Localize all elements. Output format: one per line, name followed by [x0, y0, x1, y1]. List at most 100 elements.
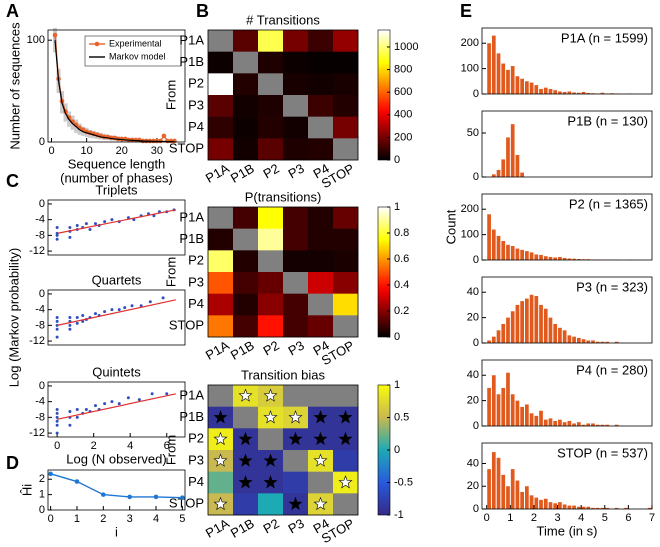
colorbar-tick-label: 0.5 [394, 411, 409, 423]
bar [515, 480, 520, 509]
bar [562, 504, 567, 509]
point [84, 408, 88, 411]
column-label: P4 [310, 516, 331, 537]
heatmap-cell [333, 228, 359, 251]
point [68, 423, 72, 427]
heatmap-cell [333, 51, 359, 74]
y-tick-label: 0 [473, 420, 479, 432]
column-label: P3 [285, 338, 306, 359]
point [130, 304, 134, 308]
y-tick-label: -12 [29, 245, 45, 257]
y-tick-label: 20 [467, 480, 479, 492]
bar [614, 424, 619, 426]
point [88, 227, 92, 231]
legend-entry: Markov model [109, 51, 166, 61]
bar [600, 507, 605, 509]
colorbar-tick-label: 0.6 [394, 253, 409, 265]
bar [510, 124, 515, 177]
heatmap-cell [333, 95, 359, 117]
fit-line [57, 393, 176, 420]
bar [558, 419, 562, 426]
bar [487, 469, 491, 509]
colorbar-tick-label: 600 [394, 86, 412, 98]
x-tick-label: 20 [116, 145, 128, 157]
significance-star [238, 475, 253, 489]
colorbar-tick-label: 0 [394, 444, 400, 456]
bar [491, 35, 496, 94]
column-label: P3 [285, 161, 306, 182]
point [137, 398, 141, 402]
y-tick-label: 200 [461, 37, 479, 49]
y-axis-label: Count [443, 209, 458, 244]
row-label: P1B [179, 231, 204, 246]
significance-star [338, 475, 353, 489]
chart-title: Quintets [92, 364, 141, 379]
heatmap-cell [233, 272, 259, 294]
bar [534, 415, 539, 426]
bar [501, 240, 506, 260]
bar [534, 497, 539, 509]
point [75, 224, 79, 228]
point [55, 415, 59, 419]
point [68, 235, 72, 239]
heatmap-cell [283, 138, 309, 161]
chart-title: P3 (n = 323) [576, 279, 648, 294]
heatmap-cell [233, 116, 259, 139]
bar [600, 92, 605, 94]
bar [567, 335, 572, 343]
y-tick-label: 0 [473, 503, 479, 515]
bar [576, 258, 581, 260]
point [123, 306, 127, 310]
bar [581, 339, 586, 343]
series-line [54, 40, 175, 143]
bar [506, 244, 510, 260]
bar [558, 91, 562, 94]
y-tick-label: 40 [467, 286, 479, 298]
heatmap-cell [308, 51, 334, 74]
x-tick-label: 0 [48, 513, 54, 525]
bar [576, 506, 581, 509]
point [161, 133, 167, 139]
heatmap-cell [333, 293, 359, 316]
point [93, 312, 97, 316]
y-tick-label: 20 [467, 312, 479, 324]
y-tick-label: -4 [35, 396, 45, 408]
heatmap-cell [258, 315, 284, 338]
chart-title: P1B (n = 130) [567, 113, 648, 128]
point [68, 409, 72, 413]
heatmap-cell [308, 272, 334, 294]
y-axis-label: From [163, 80, 178, 110]
axes-frame [207, 206, 359, 338]
colorbar [377, 206, 391, 338]
heatmap-cell [283, 450, 309, 472]
heatmap-cell [208, 95, 234, 117]
point [55, 411, 59, 415]
bar [576, 422, 581, 426]
point [103, 220, 107, 224]
bar [487, 43, 491, 94]
point [161, 296, 165, 300]
panel-label: B [196, 1, 209, 21]
significance-star [338, 431, 353, 446]
heatmap-cell [208, 30, 234, 52]
x-tick-label: 4 [127, 440, 133, 452]
bar [567, 505, 572, 509]
point [152, 214, 156, 218]
bar [520, 406, 524, 426]
bar [510, 246, 515, 260]
bar [539, 499, 543, 509]
x-tick-label: 10 [81, 145, 93, 157]
significance-star [213, 496, 228, 511]
bar [605, 341, 609, 343]
heatmap-cell [333, 272, 359, 294]
heatmap-cell [308, 95, 334, 117]
heatmap-cell [308, 73, 334, 96]
y-tick-label: 0 [39, 380, 45, 392]
point [148, 300, 152, 304]
legend-box [84, 35, 182, 67]
heatmap-cell [208, 293, 234, 316]
column-label: P2 [260, 516, 281, 537]
point [55, 419, 59, 423]
bar [595, 507, 600, 509]
